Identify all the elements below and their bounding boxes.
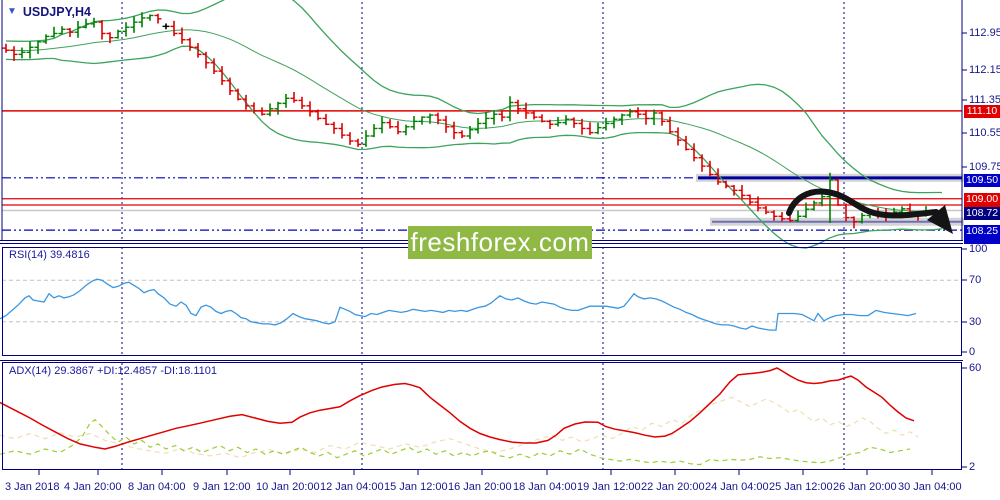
time-axis-label: 3 Jan 2018 bbox=[5, 481, 60, 493]
price-badge: 108.25 bbox=[964, 224, 1000, 238]
adx-tick-label: 2 bbox=[969, 461, 976, 473]
time-axis-label: 8 Jan 04:00 bbox=[128, 481, 186, 493]
time-axis-label: 22 Jan 20:00 bbox=[641, 481, 705, 493]
watermark: freshforex.com bbox=[408, 226, 592, 259]
time-axis-label: 12 Jan 04:00 bbox=[320, 481, 384, 493]
price-badge bbox=[964, 234, 1000, 244]
rsi-tick-label: 0 bbox=[969, 346, 976, 358]
time-axis-label: 24 Jan 04:00 bbox=[705, 481, 769, 493]
symbol-dropdown-icon[interactable]: ▼ bbox=[7, 6, 17, 17]
rsi-tick-label: 70 bbox=[969, 274, 982, 286]
time-axis-label: 10 Jan 20:00 bbox=[256, 481, 320, 493]
price-tick-label: 111.35 bbox=[969, 94, 1000, 106]
time-axis-label: 30 Jan 04:00 bbox=[898, 481, 962, 493]
time-axis-label: 26 Jan 20:00 bbox=[833, 481, 897, 493]
price-tick-label: 112.95 bbox=[969, 27, 1000, 39]
rsi-indicator-label: RSI(14) 39.4816 bbox=[9, 249, 90, 261]
price-tick-label: 109.75 bbox=[969, 161, 1000, 173]
time-axis-label: 18 Jan 04:00 bbox=[513, 481, 577, 493]
price-badge: 111.10 bbox=[964, 104, 1000, 118]
time-axis-label: 16 Jan 20:00 bbox=[448, 481, 512, 493]
time-axis-label: 9 Jan 12:00 bbox=[193, 481, 251, 493]
time-axis-label: 15 Jan 12:00 bbox=[384, 481, 448, 493]
adx-tick-label: 60 bbox=[969, 362, 982, 374]
price-tick-label: 112.15 bbox=[969, 64, 1000, 76]
time-axis-label: 19 Jan 12:00 bbox=[577, 481, 641, 493]
time-axis-label: 4 Jan 20:00 bbox=[64, 481, 122, 493]
rsi-tick-label: 100 bbox=[969, 243, 988, 255]
price-badge: 108.72 bbox=[964, 206, 1000, 220]
symbol-label-group: ▼ USDJPY,H4 bbox=[7, 5, 91, 19]
price-badge: 109.50 bbox=[964, 173, 1000, 187]
price-tick-label: 110.55 bbox=[969, 127, 1000, 139]
symbol-label: USDJPY,H4 bbox=[22, 5, 91, 19]
time-axis-label: 25 Jan 12:00 bbox=[769, 481, 833, 493]
rsi-tick-label: 30 bbox=[969, 316, 982, 328]
adx-indicator-label: ADX(14) 29.3867 +DI:12.4857 -DI:18.1101 bbox=[9, 365, 218, 377]
price-badge: 109.00 bbox=[964, 192, 1000, 206]
